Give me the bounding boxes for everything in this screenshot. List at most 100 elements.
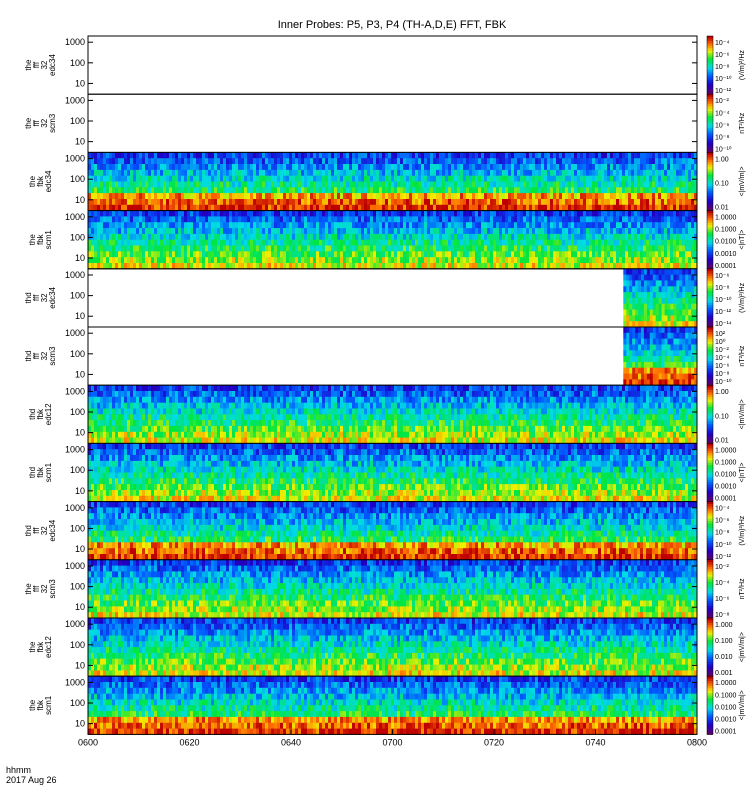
- heatmap-cell: [622, 222, 626, 229]
- heatmap-cell: [415, 181, 419, 188]
- heatmap-cell: [679, 222, 683, 229]
- heatmap-cell: [184, 204, 188, 211]
- heatmap-cell: [565, 158, 569, 165]
- heatmap-cell: [94, 204, 98, 211]
- heatmap-cell: [640, 251, 644, 258]
- colorbar-segment: [707, 208, 713, 211]
- heatmap-cell: [208, 257, 212, 264]
- heatmap-cell: [616, 233, 620, 241]
- heatmap-cell: [439, 210, 443, 217]
- heatmap-cell: [577, 245, 581, 252]
- heatmap-cell: [514, 181, 518, 188]
- heatmap-cell: [544, 257, 548, 264]
- heatmap-cell: [442, 210, 446, 217]
- heatmap-cell: [337, 251, 341, 258]
- heatmap-cell: [556, 216, 560, 223]
- heatmap-cell: [640, 239, 644, 246]
- heatmap-cell: [652, 268, 657, 275]
- heatmap-cell: [232, 210, 236, 217]
- heatmap-cell: [385, 175, 389, 182]
- heatmap-cell: [652, 350, 657, 357]
- heatmap-cell: [529, 245, 533, 252]
- colorbar-segment: [707, 198, 713, 202]
- heatmap-cell: [304, 164, 308, 171]
- heatmap-cell: [391, 228, 395, 235]
- heatmap-cell: [370, 187, 374, 194]
- heatmap-cell: [673, 181, 677, 188]
- heatmap-cell: [181, 228, 185, 235]
- heatmap-cell: [97, 181, 101, 188]
- heatmap-cell: [679, 199, 683, 206]
- heatmap-cell: [313, 175, 317, 182]
- heatmap-cell: [661, 187, 665, 194]
- heatmap-cell: [556, 187, 560, 194]
- heatmap-cell: [190, 164, 194, 171]
- heatmap-cell: [103, 233, 107, 241]
- heatmap-cell: [635, 338, 639, 345]
- heatmap-cell: [118, 263, 122, 270]
- heatmap-cell: [670, 204, 674, 211]
- heatmap-cell: [629, 321, 633, 328]
- heatmap-cell: [433, 245, 437, 252]
- heatmap-cell: [595, 222, 599, 229]
- heatmap-cell: [623, 361, 627, 369]
- heatmap-cell: [667, 152, 671, 159]
- heatmap-cell: [529, 164, 533, 171]
- heatmap-cell: [640, 187, 644, 194]
- heatmap-cell: [157, 233, 161, 241]
- colorbar-segment: [707, 305, 713, 308]
- heatmap-cell: [652, 158, 656, 165]
- heatmap-cell: [625, 245, 629, 252]
- heatmap-cell: [526, 187, 530, 194]
- heatmap-cell: [118, 402, 122, 409]
- heatmap-cell: [583, 245, 587, 252]
- heatmap-cell: [289, 233, 293, 241]
- heatmap-cell: [641, 280, 645, 287]
- heatmap-cell: [541, 210, 545, 217]
- heatmap-cell: [691, 193, 695, 200]
- colorbar-segment: [707, 358, 713, 362]
- heatmap-cell: [673, 344, 677, 351]
- heatmap-cell: [412, 228, 416, 235]
- heatmap-cell: [184, 169, 188, 177]
- heatmap-cell: [145, 263, 149, 270]
- heatmap-cell: [220, 187, 224, 194]
- heatmap-cell: [355, 257, 359, 264]
- heatmap-cell: [676, 245, 680, 252]
- heatmap-cell: [652, 181, 656, 188]
- heatmap-cell: [586, 169, 590, 177]
- heatmap-cell: [118, 396, 122, 403]
- heatmap-cell: [133, 216, 137, 223]
- heatmap-cell: [598, 204, 602, 211]
- heatmap-cell: [235, 210, 239, 217]
- heatmap-cell: [289, 204, 293, 211]
- heatmap-cell: [274, 164, 278, 171]
- heatmap-cell: [673, 222, 677, 229]
- heatmap-cell: [526, 257, 530, 264]
- heatmap-cell: [196, 263, 200, 270]
- heatmap-cell: [220, 239, 224, 246]
- heatmap-cell: [481, 257, 485, 264]
- heatmap-cell: [121, 204, 125, 211]
- heatmap-cell: [547, 204, 551, 211]
- heatmap-cell: [226, 239, 230, 246]
- heatmap-cell: [250, 181, 254, 188]
- heatmap-cell: [451, 257, 455, 264]
- heatmap-cell: [415, 152, 419, 159]
- heatmap-cell: [559, 228, 563, 235]
- heatmap-cell: [640, 152, 644, 159]
- heatmap-cell: [445, 199, 449, 206]
- heatmap-cell: [166, 263, 170, 270]
- heatmap-cell: [115, 431, 119, 438]
- heatmap-cell: [403, 257, 407, 264]
- heatmap-cell: [550, 169, 554, 177]
- heatmap-cell: [625, 169, 629, 177]
- heatmap-cell: [319, 204, 323, 211]
- heatmap-cell: [295, 152, 299, 159]
- heatmap-cell: [286, 164, 290, 171]
- heatmap-cell: [301, 216, 305, 223]
- heatmap-cell: [454, 158, 458, 165]
- heatmap-cell: [637, 233, 641, 241]
- heatmap-cell: [484, 199, 488, 206]
- heatmap-cell: [328, 239, 332, 246]
